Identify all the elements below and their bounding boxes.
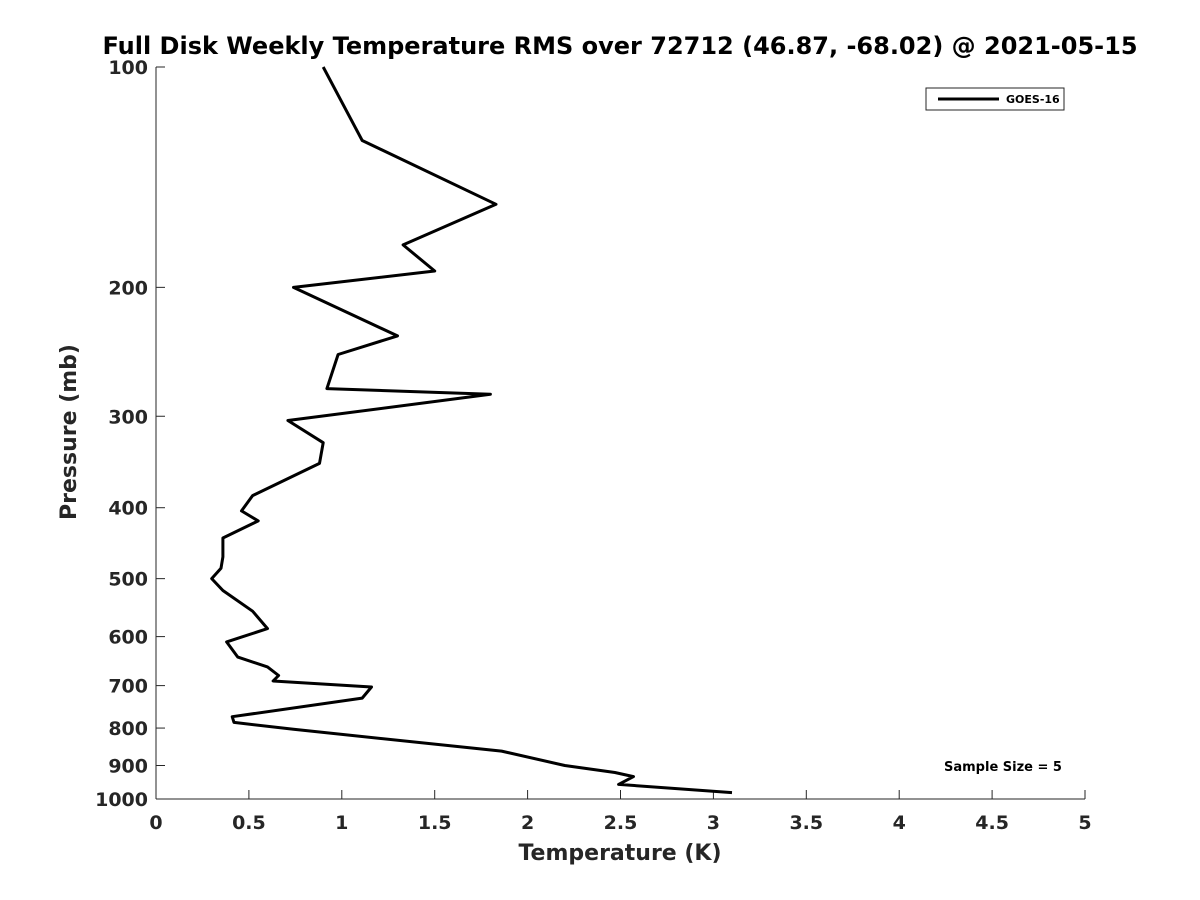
- y-tick-label: 900: [108, 756, 148, 778]
- y-tick-label: 300: [108, 406, 148, 428]
- x-tick-label: 3.5: [789, 812, 823, 834]
- x-tick-label: 0.5: [232, 812, 266, 834]
- y-tick-label: 100: [108, 57, 148, 79]
- y-tick-label: 500: [108, 569, 148, 591]
- x-tick-label: 4.5: [975, 812, 1009, 834]
- x-tick-label: 5: [1078, 812, 1091, 834]
- x-tick-label: 2: [521, 812, 534, 834]
- y-tick-label: 700: [108, 676, 148, 698]
- x-ticks: 0 0.5 1 1.5 2 2.5 3 3.5 4 4.5 5: [149, 790, 1092, 834]
- chart-title: Full Disk Weekly Temperature RMS over 72…: [102, 32, 1137, 60]
- sample-size-note: Sample Size = 5: [944, 760, 1062, 775]
- x-tick-label: 1.5: [418, 812, 452, 834]
- y-tick-label: 1000: [95, 789, 148, 811]
- plot-area: [210, 66, 733, 795]
- x-tick-label: 2.5: [604, 812, 638, 834]
- y-axis-label: Pressure (mb): [57, 344, 82, 520]
- axes: [155, 67, 1085, 800]
- y-tick-label: 600: [108, 627, 148, 649]
- y-tick-label: 800: [108, 718, 148, 740]
- y-tick-label: 400: [108, 498, 148, 520]
- x-tick-label: 0: [149, 812, 162, 834]
- x-tick-label: 3: [707, 812, 720, 834]
- x-tick-label: 1: [335, 812, 348, 834]
- series-line-0: [210, 66, 733, 795]
- y-ticks: 100 200 300 400 500 600 700 800 900 1000: [95, 57, 165, 811]
- legend: GOES-16: [925, 87, 1065, 111]
- x-axis-label: Temperature (K): [518, 841, 721, 866]
- x-tick-label: 4: [893, 812, 906, 834]
- legend-label: GOES-16: [1006, 93, 1060, 106]
- y-tick-label: 200: [108, 277, 148, 299]
